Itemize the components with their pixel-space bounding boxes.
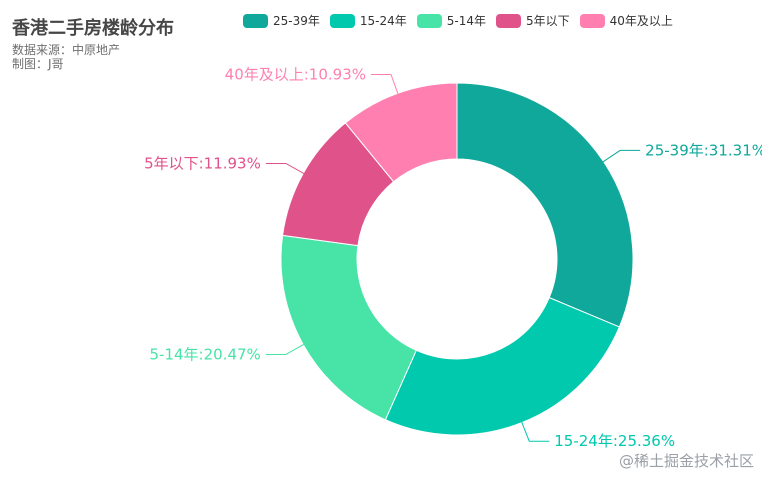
slice-label-25-39: 25-39年:31.31%	[645, 141, 762, 159]
legend-swatch	[496, 13, 521, 28]
label-line-under-5	[265, 162, 306, 175]
slice-label-40-plus: 40年及以上:10.93%	[225, 65, 366, 83]
slice-label-under-5: 5年以下:11.93%	[144, 154, 261, 172]
legend-label: 5年以下	[526, 14, 570, 28]
legend-swatch	[243, 13, 268, 28]
chart-title: 香港二手房楼龄分布	[12, 18, 174, 39]
legend-swatch	[416, 13, 442, 28]
slice-label-15-24: 15-24年:25.36%	[554, 432, 675, 450]
label-line-5-14	[265, 343, 306, 355]
legend-swatch	[579, 13, 605, 28]
subtitle-author: 制图：J哥	[12, 57, 64, 71]
subtitle-source: 数据来源：中原地产	[12, 43, 121, 57]
chart-legend: 25-39年 15-24年 5-14年 5年以下 40年及以上	[243, 12, 673, 29]
legend-swatch	[329, 13, 355, 28]
legend-label: 5-14年	[446, 14, 486, 28]
legend-item-15-24[interactable]: 15-24年	[329, 12, 407, 29]
slice-label-5-14: 5-14年:20.47%	[150, 345, 261, 363]
slice-40-plus[interactable]	[344, 82, 458, 183]
legend-item-under-5[interactable]: 5年以下	[496, 12, 570, 29]
chart-subtitle: 数据来源：中原地产 制图：J哥	[12, 43, 120, 71]
legend-item-25-39[interactable]: 25-39年	[243, 12, 320, 29]
slice-5-14[interactable]	[280, 234, 417, 421]
slices-group	[280, 82, 634, 436]
legend-label: 25-39年	[273, 14, 320, 28]
label-line-25-39	[601, 149, 641, 164]
labels-group: 25-39年:31.31% 15-24年:25.36% 5-14年:20.47% 5年…	[144, 65, 762, 450]
legend-item-40-plus[interactable]: 40年及以上	[579, 12, 673, 29]
slice-25-39[interactable]	[456, 82, 634, 328]
label-line-15-24	[520, 420, 550, 442]
legend-label: 15-24年	[359, 14, 407, 28]
legend-label: 40年及以上	[609, 14, 673, 28]
legend-item-5-14[interactable]: 5-14年	[416, 12, 486, 29]
slice-15-24[interactable]	[384, 296, 621, 436]
label-line-40-plus	[371, 73, 399, 96]
watermark: @稀土掘金技术社区	[618, 452, 754, 470]
